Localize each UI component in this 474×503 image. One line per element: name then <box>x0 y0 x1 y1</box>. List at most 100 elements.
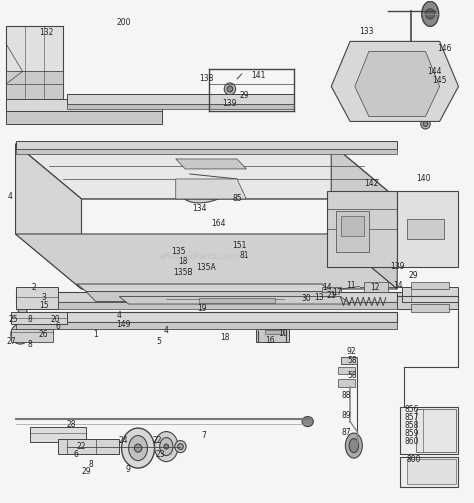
Polygon shape <box>58 439 119 454</box>
Polygon shape <box>402 287 458 301</box>
Ellipse shape <box>349 439 358 453</box>
Text: 85: 85 <box>232 195 242 204</box>
Ellipse shape <box>420 243 431 255</box>
Text: 133: 133 <box>359 27 374 36</box>
Polygon shape <box>16 144 82 289</box>
Text: 29: 29 <box>239 91 249 100</box>
Polygon shape <box>397 192 458 267</box>
Ellipse shape <box>121 428 155 468</box>
Polygon shape <box>16 287 58 309</box>
Text: 139: 139 <box>223 100 237 109</box>
Polygon shape <box>265 330 284 334</box>
Text: 144: 144 <box>428 67 442 76</box>
Text: 140: 140 <box>416 175 430 184</box>
Ellipse shape <box>422 2 438 26</box>
Text: 9: 9 <box>125 465 130 474</box>
Polygon shape <box>327 192 397 267</box>
Text: 145: 145 <box>432 76 447 85</box>
Text: 10: 10 <box>278 328 288 338</box>
Text: 134: 134 <box>192 205 207 213</box>
Text: 21: 21 <box>327 291 336 300</box>
Polygon shape <box>6 99 162 112</box>
Text: 151: 151 <box>232 241 246 250</box>
Ellipse shape <box>181 170 236 203</box>
Ellipse shape <box>16 329 25 339</box>
Ellipse shape <box>426 9 435 19</box>
Text: 17: 17 <box>332 288 342 297</box>
Ellipse shape <box>178 444 183 450</box>
Text: 135: 135 <box>171 247 185 256</box>
Ellipse shape <box>224 83 236 95</box>
Polygon shape <box>30 427 86 442</box>
Text: 8: 8 <box>89 460 93 469</box>
Polygon shape <box>16 144 397 199</box>
Text: 149: 149 <box>117 319 131 328</box>
Polygon shape <box>364 282 388 292</box>
Ellipse shape <box>191 177 227 197</box>
Text: 87: 87 <box>341 428 351 437</box>
Text: 18: 18 <box>220 333 230 342</box>
Polygon shape <box>119 297 350 304</box>
Polygon shape <box>322 287 341 292</box>
Text: 58: 58 <box>347 371 357 380</box>
Text: 6: 6 <box>55 322 60 331</box>
Text: 22: 22 <box>77 442 86 451</box>
Text: 139: 139 <box>390 262 404 271</box>
Polygon shape <box>416 409 456 452</box>
Ellipse shape <box>28 312 36 320</box>
Text: 23: 23 <box>156 450 165 459</box>
Ellipse shape <box>134 444 142 452</box>
Ellipse shape <box>390 104 400 114</box>
Text: 146: 146 <box>437 44 452 53</box>
Polygon shape <box>176 179 246 199</box>
Text: 20: 20 <box>51 314 60 323</box>
Ellipse shape <box>155 432 178 462</box>
Text: 89: 89 <box>341 411 351 420</box>
Ellipse shape <box>423 121 428 126</box>
Ellipse shape <box>326 285 337 293</box>
Polygon shape <box>341 357 357 364</box>
Text: 4: 4 <box>164 326 169 335</box>
Polygon shape <box>86 292 341 301</box>
Polygon shape <box>16 141 397 149</box>
Ellipse shape <box>403 57 410 65</box>
Polygon shape <box>397 292 458 309</box>
Text: 18: 18 <box>178 257 188 266</box>
Text: 1: 1 <box>93 329 98 339</box>
Polygon shape <box>338 367 355 374</box>
Polygon shape <box>331 41 458 121</box>
Text: 29: 29 <box>409 271 419 280</box>
Text: 857: 857 <box>404 413 419 422</box>
Polygon shape <box>16 301 397 309</box>
Text: 11: 11 <box>346 281 356 290</box>
Text: 5: 5 <box>157 337 162 346</box>
Ellipse shape <box>12 35 19 43</box>
Text: 164: 164 <box>211 219 226 228</box>
Text: 15: 15 <box>39 301 49 310</box>
Polygon shape <box>16 292 397 301</box>
Text: 81: 81 <box>239 251 249 260</box>
Polygon shape <box>16 234 397 289</box>
Polygon shape <box>199 298 275 302</box>
Ellipse shape <box>128 436 147 461</box>
Polygon shape <box>77 284 331 292</box>
Text: 29: 29 <box>82 467 91 476</box>
Polygon shape <box>16 149 397 154</box>
Text: 141: 141 <box>251 71 265 80</box>
Polygon shape <box>400 406 458 454</box>
Ellipse shape <box>175 441 186 453</box>
Text: 13: 13 <box>315 293 324 302</box>
Ellipse shape <box>346 433 362 458</box>
Ellipse shape <box>18 304 27 314</box>
Ellipse shape <box>12 85 19 93</box>
Ellipse shape <box>302 416 313 427</box>
Polygon shape <box>6 71 63 112</box>
Text: 22: 22 <box>152 436 162 445</box>
Polygon shape <box>411 304 449 311</box>
Ellipse shape <box>11 324 30 344</box>
Polygon shape <box>331 144 397 289</box>
Text: 800: 800 <box>407 455 421 464</box>
Ellipse shape <box>164 444 169 449</box>
Text: 24: 24 <box>118 436 128 445</box>
Text: 135B: 135B <box>173 268 192 277</box>
